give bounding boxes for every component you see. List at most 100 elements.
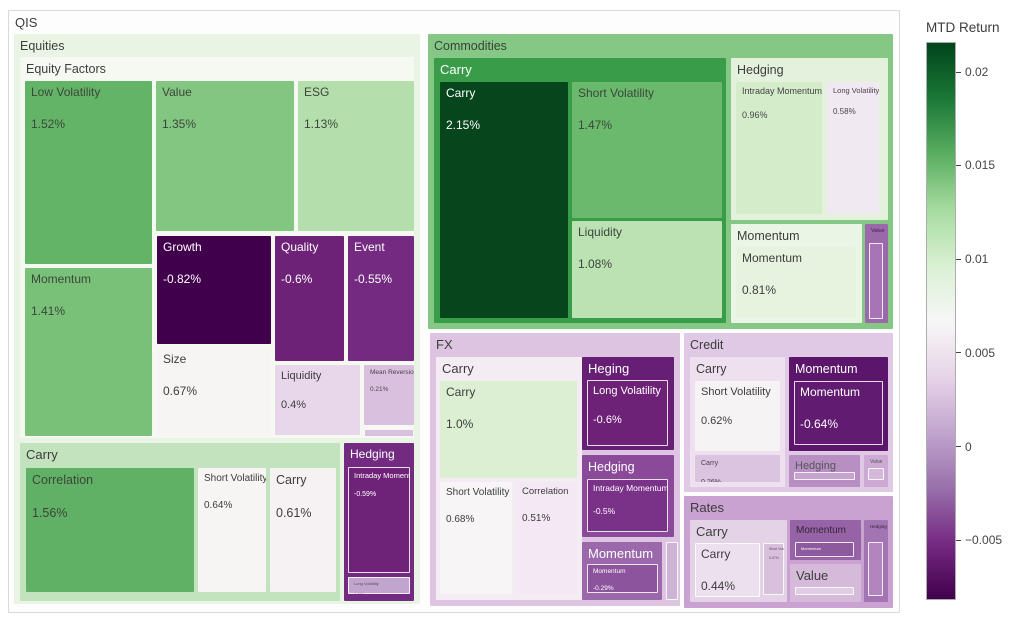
tile-qis-credit-hedging-tile[interactable] bbox=[794, 472, 855, 480]
tile-qis-equities-equity-factors-quality[interactable]: Quality -0.6% bbox=[275, 236, 344, 361]
tile-qis-commodities-carry-short-volatility-value: 1.47% bbox=[578, 117, 613, 132]
tile-qis-rates-value[interactable]: Value bbox=[790, 564, 861, 602]
tile-qis-fx-carry-short-volatility-label: Short Volatility bbox=[446, 487, 510, 498]
tile-qis-fx-hedging-label: Hedging bbox=[588, 460, 635, 474]
tile-qis-commodities-carry-carry[interactable]: Carry 2.15% bbox=[440, 82, 568, 318]
colorbar-tick-mark bbox=[956, 164, 961, 166]
tile-qis-equities-equity-factors-mean-reversion[interactable]: Mean Reversion 0.21% bbox=[364, 365, 414, 425]
tile-qis-commodities-hedging-long-volatility-value: 0.58% bbox=[833, 106, 856, 116]
tile-qis-commodities-carry-carry-value: 2.15% bbox=[446, 117, 481, 132]
tile-qis-fx-hedging-intraday-momentum[interactable]: Intraday Momentum -0.5% bbox=[587, 479, 668, 532]
tile-qis-commodities-value-tile[interactable] bbox=[869, 243, 883, 319]
tile-qis-credit-hedging[interactable]: Hedging bbox=[789, 455, 860, 487]
colorbar-title: MTD Return bbox=[926, 20, 1000, 35]
tile-qis-equities-equity-factors-tile[interactable] bbox=[364, 429, 414, 437]
colorbar-tick-0-015: 0.015 bbox=[956, 158, 995, 172]
colorbar-tick-mark bbox=[956, 539, 961, 541]
tile-qis-commodities-momentum-momentum-value: 0.81% bbox=[742, 282, 777, 297]
tile-qis-equities-equity-factors-liquidity-label: Liquidity bbox=[281, 370, 322, 382]
tile-qis-equities-equity-factors-size-label: Size bbox=[163, 352, 187, 366]
tile-qis-equities-equity-factors-mean-reversion-label: Mean Reversion bbox=[370, 369, 414, 376]
tile-qis-equities-carry-carry-label: Carry bbox=[276, 473, 307, 487]
tile-qis-rates-hedging-tile[interactable] bbox=[868, 542, 883, 596]
colorbar-tick-label: 0.01 bbox=[965, 252, 989, 267]
tile-qis-commodities-momentum-momentum[interactable]: Momentum 0.81% bbox=[736, 247, 856, 317]
tile-qis-commodities-hedging-long-volatility[interactable]: Long Volatility 0.58% bbox=[827, 82, 879, 214]
tile-qis-credit-carry-short-volatility[interactable]: Short Volatility 0.62% bbox=[695, 381, 780, 451]
tile-qis-equities-equity-factors-size[interactable]: Size 0.67% bbox=[157, 348, 271, 436]
tile-qis-fx-carry-short-volatility[interactable]: Short Volatility 0.68% bbox=[440, 482, 512, 594]
colorbar-tick-mark bbox=[956, 352, 961, 354]
tile-qis-credit-carry-carry[interactable]: Carry 0.26% bbox=[695, 455, 780, 482]
tile-qis-rates-label: Rates bbox=[690, 500, 724, 515]
tile-qis-equities-hedging-long-volatility-label: Long Volatility bbox=[354, 581, 379, 586]
tile-qis-fx-momentum-momentum-value: -0.29% bbox=[593, 585, 614, 593]
tile-qis-equities-equity-factors-low-volatility-value: 1.52% bbox=[31, 116, 66, 131]
colorbar-tick-mark bbox=[956, 258, 961, 260]
tile-qis-equities-equity-factors-value[interactable]: Value 1.35% bbox=[156, 81, 294, 231]
tile-qis-commodities-value-label: Value bbox=[871, 228, 885, 234]
tile-qis-equities-equity-factors-event-label: Event bbox=[354, 240, 385, 254]
colorbar-tick-label: 0.015 bbox=[965, 158, 996, 173]
tile-qis-equities-equity-factors-label: Equity Factors bbox=[26, 62, 106, 76]
tile-qis-fx-carry-carry-value: 1.0% bbox=[446, 416, 474, 431]
tile-qis-fx-carry-carry[interactable]: Carry 1.0% bbox=[440, 381, 577, 478]
tile-qis-commodities-label: Commodities bbox=[434, 39, 507, 53]
tile-qis-equities-equity-factors-growth[interactable]: Growth -0.82% bbox=[157, 236, 271, 344]
tile-qis-rates-momentum-momentum-label: Momentum bbox=[801, 546, 822, 551]
tile-qis-credit-value-tile[interactable] bbox=[868, 468, 884, 480]
tile-qis-equities-carry-correlation-label: Correlation bbox=[32, 473, 94, 487]
tile-qis-equities-equity-factors-low-volatility[interactable]: Low Volatility 1.52% bbox=[25, 81, 152, 264]
tile-qis-equities-equity-factors-value-label: Value bbox=[162, 85, 192, 99]
tile-qis-equities-carry-correlation-value: 1.56% bbox=[32, 506, 68, 521]
tile-qis-rates-carry-carry-label: Carry bbox=[701, 547, 731, 561]
tile-qis-fx-heging-long-volatility[interactable]: Long Volatility -0.6% bbox=[587, 380, 668, 446]
tile-qis-commodities-carry-label: Carry bbox=[440, 62, 472, 77]
tile-qis-equities-carry-short-volatility-label: Short Volatility bbox=[204, 473, 266, 484]
tile-qis-commodities-carry-liquidity[interactable]: Liquidity 1.08% bbox=[572, 221, 722, 318]
tile-qis-rates-carry-short-volatility[interactable]: Short Volatility 0.07% bbox=[763, 543, 784, 595]
tile-qis-fx-hedging-intraday-momentum-value: -0.5% bbox=[593, 505, 616, 516]
tile-qis-credit-value-label: Value bbox=[870, 459, 883, 465]
tile-qis-commodities-hedging-intraday-momentum[interactable]: Intraday Momentum 0.96% bbox=[736, 82, 822, 214]
tile-qis-credit-momentum-label: Momentum bbox=[795, 362, 858, 376]
tile-qis-equities-equity-factors-esg-label: ESG bbox=[304, 85, 330, 99]
tile-qis-commodities-hedging-label: Hedging bbox=[737, 63, 784, 77]
tile-qis-rates-carry-carry-value: 0.44% bbox=[701, 578, 736, 593]
colorbar: 0.02 0.015 0.01 0.005 0 −0.005 bbox=[926, 42, 1002, 600]
tile-qis-commodities-carry-liquidity-value: 1.08% bbox=[578, 256, 613, 271]
tile-qis-credit-carry-label: Carry bbox=[696, 362, 727, 376]
tile-qis-credit-carry-short-volatility-value: 0.62% bbox=[701, 415, 733, 428]
tile-qis-equities-equity-factors-momentum[interactable]: Momentum 1.41% bbox=[25, 268, 152, 436]
tile-qis-fx-momentum-label: Momentum bbox=[588, 546, 654, 561]
tile-qis-commodities-hedging-intraday-momentum-value: 0.96% bbox=[742, 109, 768, 120]
tile-qis-equities-equity-factors-quality-label: Quality bbox=[281, 240, 319, 254]
tile-qis-equities-equity-factors-event[interactable]: Event -0.55% bbox=[348, 236, 414, 361]
tile-qis-rates-value-label: Value bbox=[796, 568, 829, 583]
tile-qis-credit-momentum-momentum[interactable]: Momentum -0.64% bbox=[794, 381, 883, 445]
tile-qis-fx-heging-long-volatility-value: -0.6% bbox=[593, 414, 622, 427]
tile-qis-rates-carry-label: Carry bbox=[696, 524, 728, 539]
tile-qis-rates-value-tile[interactable] bbox=[795, 587, 854, 595]
tile-qis-equities-hedging-intraday-momentum-value: -0.59% bbox=[354, 491, 377, 499]
tile-qis-equities-hedging-intraday-momentum[interactable]: Intraday Momentum -0.59% bbox=[348, 467, 410, 573]
tile-qis-rates-momentum-momentum[interactable]: Momentum-0.35% bbox=[795, 542, 854, 557]
colorbar-gradient bbox=[926, 42, 956, 600]
tile-qis-fx-tile[interactable] bbox=[666, 542, 678, 600]
tile-qis-equities-carry-carry-value: 0.61% bbox=[276, 506, 312, 521]
tile-qis-equities-carry-correlation[interactable]: Correlation 1.56% bbox=[26, 468, 194, 592]
tile-qis-rates-carry-carry[interactable]: Carry 0.44% bbox=[695, 543, 760, 597]
tile-qis-commodities-carry-short-volatility[interactable]: Short Volatility 1.47% bbox=[572, 82, 722, 218]
colorbar-tick-0-005: 0.005 bbox=[956, 346, 995, 360]
tile-qis-equities-equity-factors-liquidity[interactable]: Liquidity 0.4% bbox=[275, 365, 360, 435]
tile-qis-commodities-carry-short-volatility-label: Short Volatility bbox=[578, 86, 655, 100]
tile-qis-equities-hedging-long-volatility[interactable]: Long Volatility 0.05% bbox=[348, 577, 410, 594]
tile-qis-equities-equity-factors-esg[interactable]: ESG 1.13% bbox=[298, 81, 414, 231]
tile-qis-fx-momentum-momentum[interactable]: Momentum -0.29% bbox=[587, 564, 658, 593]
tile-qis-equities-carry-short-volatility[interactable]: Short Volatility 0.64% bbox=[198, 468, 266, 592]
tile-qis-equities-carry-carry[interactable]: Carry 0.61% bbox=[270, 468, 336, 592]
tile-qis-equities-equity-factors-liquidity-value: 0.4% bbox=[281, 399, 307, 412]
tile-qis-equities-equity-factors-momentum-label: Momentum bbox=[31, 272, 92, 286]
tile-qis-commodities-carry-carry-label: Carry bbox=[446, 86, 476, 100]
tile-qis-fx-carry-correlation[interactable]: Correlation 0.51% bbox=[516, 482, 577, 594]
